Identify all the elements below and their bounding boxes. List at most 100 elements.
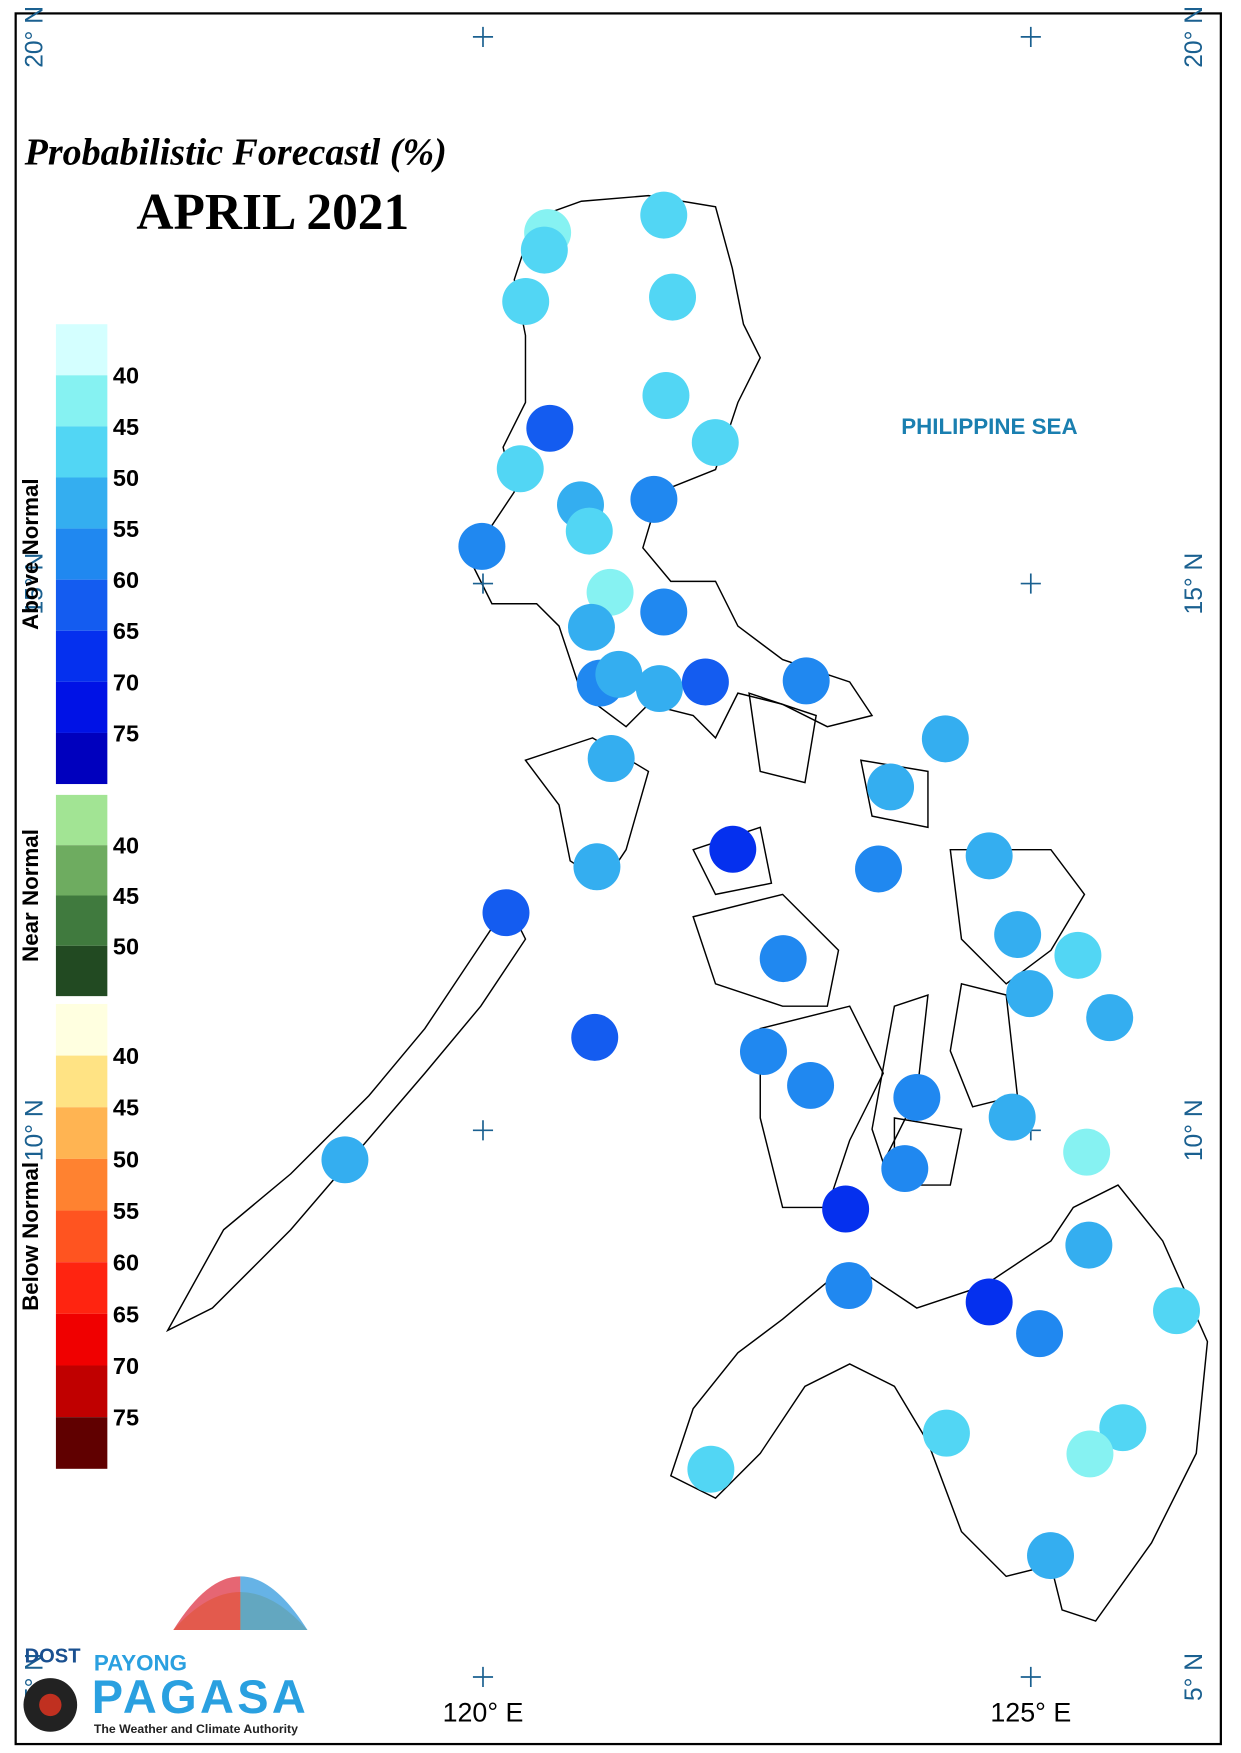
station-marker: [822, 1185, 870, 1233]
legend-tick-label: 75: [113, 720, 139, 746]
station-marker: [565, 507, 613, 555]
station-marker: [1099, 1404, 1147, 1452]
legend-swatch: [55, 375, 108, 427]
legend-tick-label: 45: [113, 883, 139, 909]
station-marker: [691, 419, 739, 467]
station-marker: [1153, 1287, 1200, 1335]
logo: DOST PAYONG PAGASA The Weather and Clima…: [23, 1576, 308, 1736]
graticule: 20° N 20° N15° N 15° N10° N 10° N5° N 5° N12…: [22, 6, 1208, 1728]
graticule-cross: [472, 26, 494, 47]
lat-label: 5° N: [1181, 1653, 1208, 1701]
legend-tick-label: 75: [113, 1405, 139, 1431]
legend-swatch: [55, 528, 108, 580]
station-marker: [482, 889, 530, 937]
station-marker: [1065, 1221, 1113, 1269]
logo-agency: DOST: [25, 1645, 82, 1667]
logo-umbrella: [240, 1576, 308, 1631]
legend-swatch: [55, 477, 108, 529]
station-marker: [649, 273, 697, 321]
graticule-cross: [1020, 26, 1041, 47]
legend-tick-label: 65: [113, 618, 139, 644]
map-subtitle: APRIL 2021: [136, 184, 409, 241]
station-marker: [1016, 1310, 1064, 1358]
lat-label: 20° N: [22, 6, 49, 68]
lon-label: 125° E: [990, 1698, 1071, 1728]
legend-title: Above Normal: [18, 478, 43, 629]
station-marker: [520, 226, 568, 274]
graticule-cross: [1020, 573, 1041, 594]
station-marker: [595, 650, 643, 698]
station-marker: [787, 1061, 835, 1109]
station-marker: [1054, 931, 1102, 979]
station-marker: [867, 763, 915, 811]
station-marker: [965, 1278, 1013, 1326]
legend-tick-label: 40: [113, 833, 139, 859]
station-marker: [1027, 1532, 1074, 1580]
legend-swatch: [55, 1417, 108, 1469]
station-marker: [922, 1409, 970, 1457]
station-marker: [496, 445, 544, 493]
legend-swatch: [55, 1055, 108, 1108]
station-marker: [640, 191, 688, 239]
station-marker: [502, 278, 550, 325]
legend-tick-label: 45: [113, 414, 139, 440]
station-marker: [635, 665, 683, 713]
legend-swatch: [55, 324, 108, 376]
station-marker: [573, 843, 621, 891]
logo-top: PAYONG: [94, 1650, 187, 1675]
legend-title: Below Normal: [18, 1162, 43, 1311]
legend-swatch: [55, 681, 108, 733]
station-marker: [825, 1262, 873, 1310]
sea-label: PHILIPPINE SEA: [901, 414, 1077, 439]
logo-tagline: The Weather and Climate Authority: [94, 1722, 298, 1736]
legend-swatch: [55, 895, 108, 946]
legend-tick-label: 55: [113, 516, 139, 542]
lat-label: 10° N: [1181, 1099, 1208, 1161]
legend-tick-label: 60: [113, 567, 139, 593]
station-marker: [642, 372, 690, 420]
station-marker: [321, 1136, 369, 1184]
stations: [321, 191, 1200, 1580]
legend: 40 45 50 55 60 65 70 75 Above Normal 40 45 50 Near N…: [18, 324, 139, 1469]
legend-swatch: [55, 945, 108, 997]
graticule-cross: [472, 1120, 494, 1141]
legend-swatch: [55, 794, 108, 846]
legend-swatch: [55, 426, 108, 478]
legend-tick-label: 55: [113, 1198, 139, 1224]
legend-tick-label: 50: [113, 1146, 139, 1172]
station-marker: [881, 1145, 929, 1193]
station-marker: [1086, 994, 1134, 1042]
station-marker: [988, 1093, 1036, 1141]
legend-swatch: [55, 1158, 108, 1211]
lat-label: 20° N: [1181, 6, 1208, 68]
lat-label: 15° N: [1181, 553, 1208, 615]
legend-swatch: [55, 845, 108, 896]
station-marker: [855, 845, 902, 893]
legend-tick-label: 70: [113, 1353, 139, 1379]
station-marker: [567, 603, 615, 651]
legend-swatch: [55, 1313, 108, 1366]
legend-title: Near Normal: [18, 829, 43, 962]
station-marker: [994, 911, 1042, 959]
legend-tick-label: 60: [113, 1250, 139, 1276]
legend-swatch: [55, 1365, 108, 1418]
station-marker: [1006, 970, 1054, 1018]
lat-label: 10° N: [22, 1099, 49, 1161]
station-marker: [681, 658, 729, 706]
station-marker: [709, 825, 757, 873]
legend-swatch: [55, 579, 108, 631]
station-marker: [630, 475, 678, 523]
station-marker: [587, 735, 635, 783]
map-title: Probabilistic Forecastl (%): [24, 131, 447, 173]
graticule-cross: [472, 1666, 494, 1688]
station-marker: [526, 404, 574, 452]
map-frame: [14, 12, 1222, 1746]
station-marker: [640, 588, 688, 636]
legend-tick-label: 40: [113, 363, 139, 389]
logo-emblem: [39, 1693, 62, 1717]
station-marker: [782, 657, 830, 705]
legend-swatch: [55, 1003, 108, 1056]
legend-swatch: [55, 732, 108, 785]
legend-swatch: [55, 630, 108, 682]
legend-tick-label: 65: [113, 1301, 139, 1327]
